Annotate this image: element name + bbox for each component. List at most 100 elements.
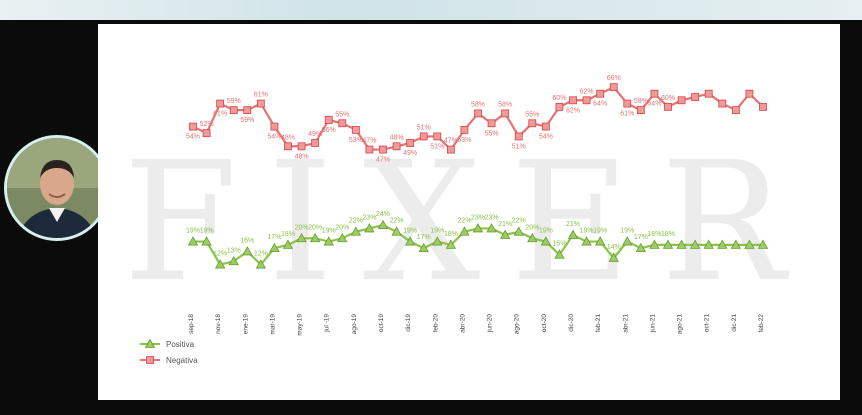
data-label: 51%: [430, 143, 444, 150]
data-point: [459, 226, 470, 236]
x-tick-label: oct-21: [704, 314, 711, 332]
data-point: [255, 259, 267, 269]
x-tick-label: sep-18: [188, 314, 195, 334]
x-tick-label: mar-19: [269, 314, 276, 335]
data-label: 55%: [485, 130, 499, 137]
data-label: 48%: [390, 134, 404, 141]
data-point: [445, 239, 457, 249]
data-label: 54%: [267, 134, 281, 141]
data-point: [541, 122, 550, 131]
data-point: [350, 226, 362, 236]
data-point: [703, 239, 714, 249]
data-point: [187, 236, 199, 246]
data-label: 66%: [607, 75, 621, 82]
data-point: [744, 239, 755, 249]
data-label: 47%: [376, 157, 390, 164]
data-point: [704, 89, 713, 98]
data-label: 62%: [566, 107, 580, 114]
data-point: [677, 96, 686, 105]
data-point: [201, 236, 212, 246]
x-tick-label: jun-20: [487, 314, 494, 333]
data-label: 56%: [322, 127, 336, 134]
x-tick-label: feb-20: [432, 314, 439, 333]
data-point: [418, 242, 429, 253]
data-point: [487, 119, 496, 128]
data-label: 19%: [322, 228, 336, 235]
data-point: [446, 145, 455, 154]
data-label: 22%: [390, 218, 404, 225]
data-label: 13%: [227, 247, 241, 254]
x-tick-label: oct-20: [541, 314, 548, 332]
data-label: 61%: [213, 111, 227, 118]
data-label: 53%: [349, 137, 363, 144]
data-point: [284, 142, 292, 151]
data-point: [567, 229, 579, 239]
data-label: 20%: [295, 224, 309, 231]
data-label: 18%: [661, 231, 675, 238]
data-label: 62%: [580, 88, 594, 95]
data-point: [472, 223, 484, 233]
x-tick-label: ene-19: [242, 314, 249, 335]
data-label: 16%: [240, 237, 254, 244]
data-point: [636, 106, 645, 115]
data-point: [242, 246, 253, 256]
data-point: [337, 232, 348, 243]
data-point: [501, 109, 510, 118]
data-point: [555, 102, 564, 111]
data-point: [309, 232, 321, 243]
data-point: [635, 242, 647, 253]
x-tick-label: nov-18: [215, 314, 222, 334]
data-point: [256, 99, 265, 108]
data-label: 58%: [471, 101, 485, 108]
data-label: 58%: [498, 101, 512, 108]
data-label: 49%: [403, 150, 417, 157]
data-point: [216, 99, 225, 108]
data-label: 19%: [186, 228, 200, 235]
x-tick-label: dic-19: [405, 314, 412, 332]
data-label: 14%: [607, 244, 621, 251]
data-point: [460, 125, 469, 134]
data-point: [404, 236, 416, 246]
data-label: 54%: [539, 134, 553, 141]
data-point: [745, 89, 754, 98]
data-label: 19%: [403, 228, 417, 235]
data-label: 60%: [661, 95, 675, 102]
data-label: 55%: [525, 111, 539, 118]
data-label: 22%: [512, 218, 526, 225]
data-point: [689, 239, 701, 249]
data-label: 18%: [647, 231, 661, 238]
data-label: 21%: [498, 221, 512, 228]
data-point: [474, 109, 482, 118]
data-point: [432, 236, 443, 246]
data-label: 20%: [525, 224, 539, 231]
data-label: 23%: [362, 214, 376, 221]
top-strip: [0, 0, 862, 20]
data-label: 19%: [430, 228, 444, 235]
data-label: 18%: [281, 231, 295, 238]
legend-label: Positiva: [166, 340, 195, 349]
x-tick-label: ago-19: [351, 314, 358, 335]
x-tick-label: may-19: [297, 314, 304, 336]
data-label: 61%: [620, 111, 634, 118]
data-label: 12%: [213, 251, 227, 258]
data-point: [608, 252, 619, 262]
data-point: [717, 239, 728, 249]
x-tick-label: feb-21: [595, 314, 602, 333]
data-point: [581, 236, 592, 246]
data-point: [569, 96, 577, 105]
line-chart: sep-18 nov-18 ene-19 mar-19 may-19 jul -19 ago…: [140, 75, 769, 365]
data-label: 48%: [281, 134, 295, 141]
fixer-watermark: FIXER: [123, 126, 785, 318]
data-point: [228, 255, 239, 266]
data-label: 17%: [634, 234, 648, 241]
data-point: [189, 122, 197, 131]
data-point: [730, 239, 742, 249]
x-tick-label: dic-21: [731, 314, 738, 332]
data-point: [297, 142, 306, 151]
data-point: [499, 229, 511, 239]
x-tick-label: oct-19: [378, 314, 385, 332]
person-photo-icon: [7, 138, 107, 238]
x-tick-label: feb-22: [758, 314, 765, 333]
data-label: 23%: [471, 214, 485, 221]
data-point: [594, 236, 606, 246]
